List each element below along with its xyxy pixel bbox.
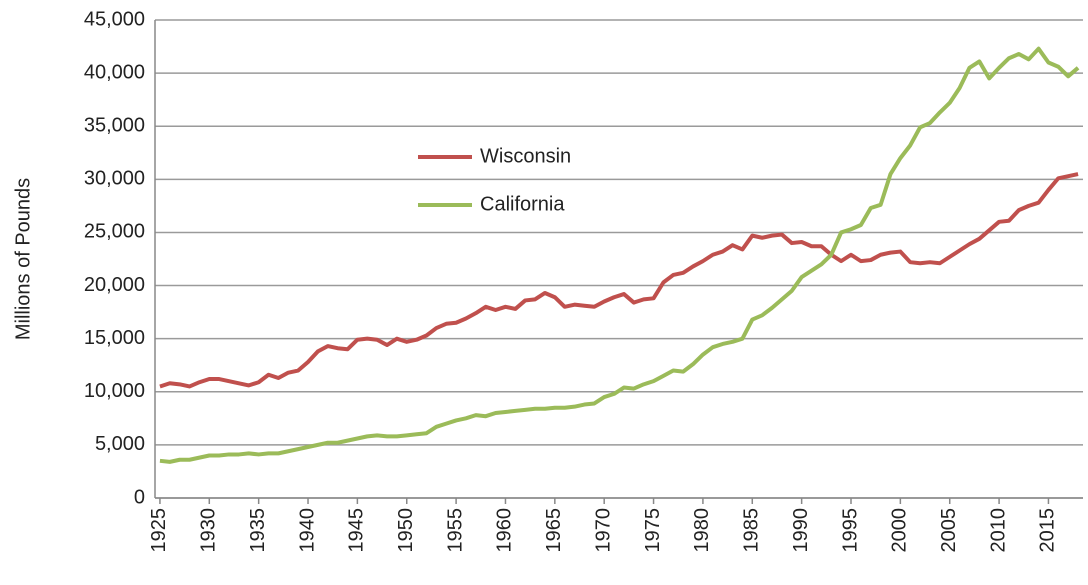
x-tick-label: 1955	[444, 508, 466, 553]
series-line	[159, 172, 1079, 389]
y-tick-label: 45,000	[84, 8, 145, 30]
x-tick-label: 1945	[346, 508, 368, 553]
x-tick-label: 1995	[839, 508, 861, 553]
x-tick-label: 1985	[741, 508, 763, 553]
x-tick-label: 2005	[938, 508, 960, 553]
series-line	[159, 46, 1080, 464]
x-tick-label: 1970	[592, 508, 614, 553]
x-tick-label: 2010	[987, 508, 1009, 553]
y-tick-label: 20,000	[84, 274, 145, 296]
x-tick-label: 1960	[494, 508, 516, 553]
y-tick-label: 15,000	[84, 327, 145, 349]
x-tick-label: 1950	[395, 508, 417, 553]
y-tick-label: 40,000	[84, 61, 145, 83]
x-tick-label: 2015	[1037, 508, 1059, 553]
y-tick-label: 30,000	[84, 168, 145, 190]
legend-label: California	[480, 193, 565, 215]
y-tick-label: 0	[134, 486, 145, 508]
y-tick-label: 35,000	[84, 115, 145, 137]
y-tick-label: 5,000	[95, 433, 145, 455]
x-tick-label: 1980	[691, 508, 713, 553]
x-tick-label: 1940	[296, 508, 318, 553]
x-tick-label: 1925	[148, 508, 170, 553]
y-tick-label: 10,000	[84, 380, 145, 402]
x-tick-label: 1935	[247, 508, 269, 553]
legend-label: Wisconsin	[480, 145, 571, 167]
x-tick-label: 1930	[198, 508, 220, 553]
y-axis-label: Millions of Pounds	[12, 178, 34, 340]
x-tick-label: 1975	[642, 508, 664, 553]
y-tick-label: 25,000	[84, 221, 145, 243]
x-tick-label: 2000	[889, 508, 911, 553]
x-tick-label: 1990	[790, 508, 812, 553]
x-tick-label: 1965	[543, 508, 565, 553]
